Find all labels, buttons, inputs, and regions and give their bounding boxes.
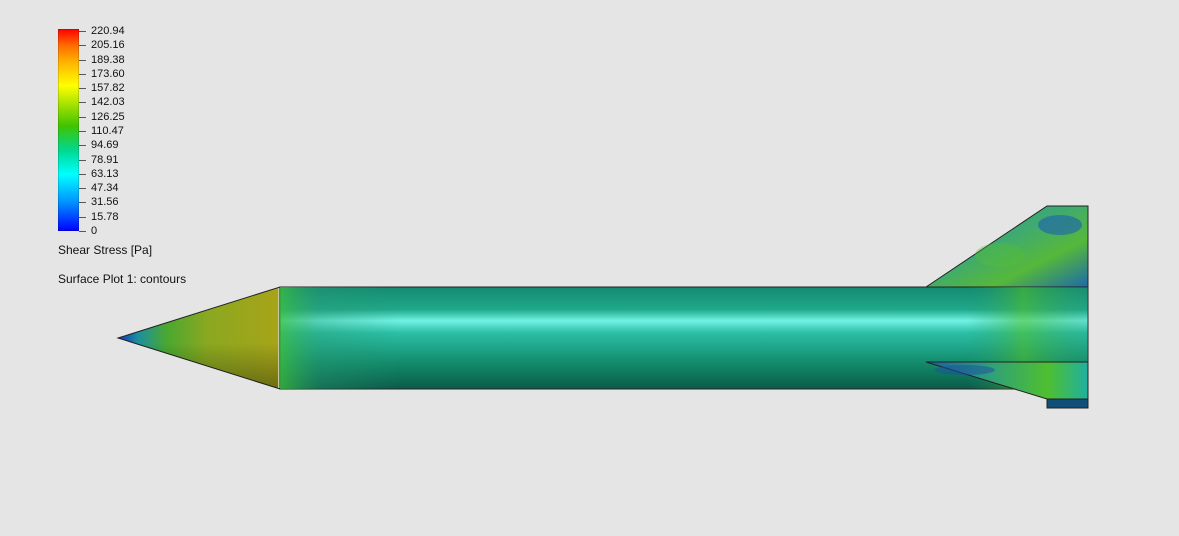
colorbar-tick [79,45,86,46]
colorbar-tick-label: 110.47 [91,125,124,137]
colorbar-tick-label: 15.78 [91,211,119,223]
nose-cone [116,286,281,390]
colorbar-tick-label: 78.91 [91,154,119,166]
upper-fin [924,205,1089,288]
colorbar-tick [79,217,86,218]
rocket-body [279,286,1089,390]
colorbar-tick [79,117,86,118]
colorbar-tick [79,202,86,203]
colorbar-tick-label: 47.34 [91,182,119,194]
colorbar [58,29,79,231]
colorbar-tick-label: 220.94 [91,25,125,37]
colorbar-tick [79,160,86,161]
legend-quantity-label: Shear Stress [Pa] [58,243,153,257]
colorbar-tick [79,102,86,103]
colorbar-tick-label: 126.25 [91,111,125,123]
colorbar-tick-label: 205.16 [91,39,125,51]
surface-plot-label: Surface Plot 1: contours [58,272,187,286]
colorbar-tick [79,31,86,32]
colorbar-tick-label: 157.82 [91,82,125,94]
colorbar-tick [79,74,86,75]
colorbar-tick [79,188,86,189]
colorbar-tick [79,131,86,132]
color-legend: 220.94 205.16 189.38 173.60 157.82 142.03 126.… [0,0,300,300]
colorbar-tick-label: 63.13 [91,168,119,180]
colorbar-tick-label: 173.60 [91,68,125,80]
colorbar-tick [79,231,86,232]
colorbar-tick-label: 142.03 [91,96,125,108]
lower-fin [925,361,1089,409]
colorbar-tick-label: 0 [91,225,98,237]
colorbar-tick [79,88,86,89]
colorbar-tick [79,60,86,61]
colorbar-tick-label: 94.69 [91,139,119,151]
colorbar-tick [79,145,86,146]
colorbar-tick-label: 31.56 [91,196,119,208]
colorbar-tick-label: 189.38 [91,54,125,66]
colorbar-tick [79,174,86,175]
